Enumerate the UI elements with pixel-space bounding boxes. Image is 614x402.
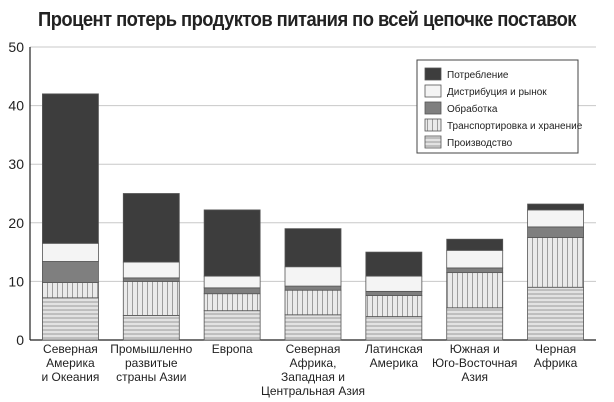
x-tick-label: Латинская Америка bbox=[365, 342, 423, 370]
legend-swatch bbox=[424, 135, 442, 149]
bar-segment bbox=[42, 282, 99, 299]
bar-segment bbox=[365, 295, 423, 317]
bar-segment bbox=[203, 209, 261, 277]
legend-label: Обработка bbox=[447, 103, 498, 115]
bar-segment bbox=[446, 267, 504, 274]
legend: Потребление Дистрибуция и рынок Обработка Т… bbox=[416, 59, 583, 154]
bar-segment bbox=[203, 293, 261, 312]
bars bbox=[42, 93, 584, 341]
bar-segment bbox=[203, 287, 261, 295]
bar-segment bbox=[284, 289, 342, 316]
bar-segment bbox=[284, 314, 342, 341]
bar-segment bbox=[122, 277, 180, 282]
bar-segment bbox=[42, 242, 99, 262]
bar-segment bbox=[122, 261, 180, 279]
bar-segment bbox=[527, 286, 584, 341]
legend-swatch bbox=[424, 67, 442, 81]
legend-label: Производство bbox=[447, 138, 513, 149]
bar-segment bbox=[42, 261, 99, 283]
y-tick-label: 10 bbox=[8, 273, 24, 289]
y-tick-label: 40 bbox=[8, 98, 24, 114]
bar-segment bbox=[284, 285, 342, 291]
x-axis-labels: Северная Америка и Океания Промышленно разви… bbox=[41, 342, 577, 398]
bar-segment bbox=[284, 266, 342, 287]
bar-segment bbox=[365, 275, 423, 292]
bar-segment bbox=[365, 251, 423, 277]
bar-segment bbox=[42, 297, 99, 341]
bar-segment bbox=[284, 228, 342, 268]
bar-segment bbox=[203, 275, 261, 289]
legend-swatch bbox=[424, 118, 442, 132]
bar-segment bbox=[527, 226, 584, 238]
legend-box bbox=[416, 59, 579, 154]
legend-label: Потребление bbox=[447, 69, 509, 81]
y-tick-label: 30 bbox=[8, 156, 24, 172]
x-tick-label: Северная Америка и Океания bbox=[41, 342, 99, 384]
bar-segment bbox=[527, 237, 584, 288]
y-tick-label: 0 bbox=[16, 332, 24, 348]
x-tick-label: Южная и Юго-Восточная Азия bbox=[432, 342, 517, 384]
legend-swatch bbox=[424, 101, 442, 115]
bar-segment bbox=[203, 310, 261, 341]
bar-segment bbox=[42, 93, 99, 244]
x-tick-label: Промышленно развитые страны Азии bbox=[110, 342, 192, 384]
bar-segment bbox=[365, 316, 423, 341]
bar-segment bbox=[122, 280, 180, 316]
x-tick-label: Северная Африка, Западная и Центральная Ази… bbox=[261, 342, 365, 398]
y-tick-label: 20 bbox=[8, 215, 24, 231]
bar-segment bbox=[446, 249, 504, 269]
legend-swatch bbox=[424, 84, 442, 98]
bar-segment bbox=[446, 307, 504, 341]
bar-segment bbox=[122, 314, 180, 341]
x-tick-label: Европа bbox=[212, 342, 253, 356]
bar-segment bbox=[122, 193, 180, 263]
legend-label: Дистрибуция и рынок bbox=[447, 86, 547, 98]
chart-title: Процент потерь продуктов питания по всей… bbox=[38, 9, 576, 31]
bar-segment bbox=[446, 272, 504, 309]
bar-segment bbox=[527, 209, 584, 228]
y-tick-label: 50 bbox=[8, 39, 24, 55]
x-tick-label: Черная Африка bbox=[534, 342, 578, 370]
legend-label: Транспортировка и хранение bbox=[447, 121, 583, 132]
bar-segment bbox=[446, 238, 504, 251]
bar-segment bbox=[365, 290, 423, 296]
bar-segment bbox=[527, 203, 584, 211]
